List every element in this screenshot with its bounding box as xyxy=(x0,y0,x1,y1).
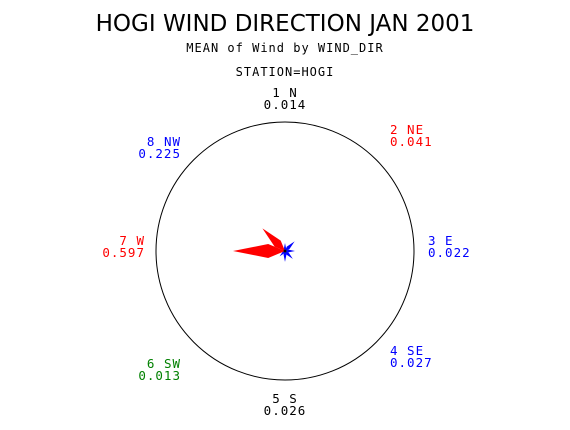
rose-petal-n xyxy=(283,243,287,251)
direction-label-e: 3 E xyxy=(428,233,454,248)
direction-value-s: 0.026 xyxy=(264,403,307,418)
rose-boundary-circle xyxy=(155,121,415,381)
direction-value-n: 0.014 xyxy=(264,97,307,112)
direction-label-n: 1 N xyxy=(272,85,298,100)
rose-petal-s xyxy=(283,251,287,262)
direction-value-nw: 0.225 xyxy=(138,146,181,161)
direction-label-s: 5 S xyxy=(272,391,298,406)
direction-value-w: 0.597 xyxy=(102,245,145,260)
rose-petal-w xyxy=(233,244,285,258)
rose-petal-nw xyxy=(262,228,285,251)
direction-label-se: 4 SE xyxy=(390,343,424,358)
direction-label-sw: 6 SW xyxy=(147,356,181,371)
direction-label-nw: 8 NW xyxy=(147,134,181,149)
direction-value-sw: 0.013 xyxy=(138,368,181,383)
rose-petal-se xyxy=(285,251,293,259)
chart-title: HOGI WIND DIRECTION JAN 2001 xyxy=(96,11,475,37)
station-label: STATION=HOGI xyxy=(236,65,335,79)
rose-petals xyxy=(233,228,295,262)
chart-subtitle: MEAN of Wind by WIND_DIR xyxy=(186,41,383,55)
rose-petal-e xyxy=(285,249,295,253)
rose-petal-sw xyxy=(279,251,285,257)
rose-petal-ne xyxy=(285,241,295,251)
direction-label-ne: 2 NE xyxy=(390,122,424,137)
direction-label-w: 7 W xyxy=(119,233,145,248)
direction-value-se: 0.027 xyxy=(390,355,433,370)
rose-center-dot xyxy=(283,249,287,253)
direction-value-e: 0.022 xyxy=(428,245,471,260)
direction-value-ne: 0.041 xyxy=(390,134,433,149)
